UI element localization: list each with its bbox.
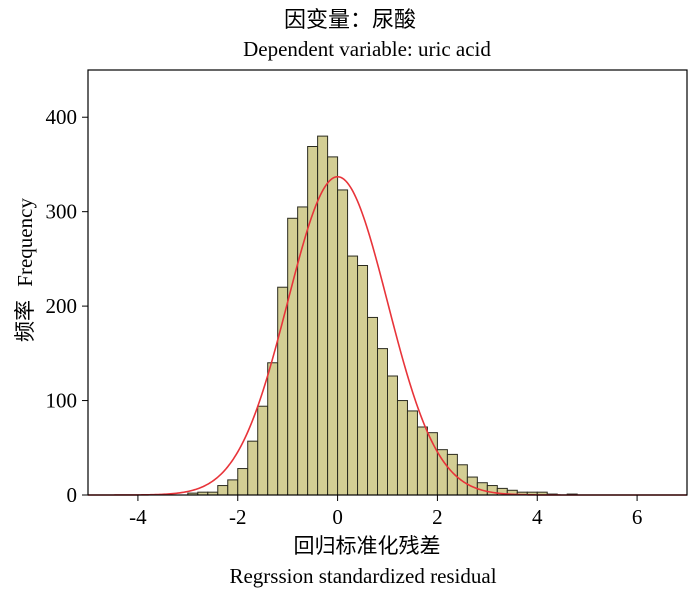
histogram-bar [367, 316, 379, 496]
histogram-bar [406, 410, 418, 496]
histogram-bar [287, 217, 299, 496]
y-axis-label-cn: 频率 [13, 300, 37, 342]
histogram-bar [237, 468, 249, 496]
histogram-bar [396, 400, 408, 496]
y-tick-label: 0 [67, 483, 78, 507]
histogram-bar [446, 453, 458, 496]
x-tick-label: 2 [432, 505, 443, 529]
x-tick-label: 4 [532, 505, 543, 529]
x-axis-label-cn: 回归标准化残差 [294, 534, 441, 558]
histogram-bar [357, 265, 369, 496]
histogram-bar [327, 156, 339, 496]
histogram-bar [297, 206, 309, 496]
histogram-bar [416, 426, 428, 496]
y-axis-label-en: Frequency [13, 198, 37, 287]
histogram-bar [387, 375, 398, 496]
y-tick-label: 100 [46, 389, 78, 413]
y-tick-label: 400 [46, 105, 78, 129]
histogram-bar [377, 348, 388, 496]
chart-subtitle: Dependent variable: uric acid [243, 37, 491, 61]
x-tick-label: 6 [632, 505, 643, 529]
histogram-bar [267, 362, 279, 496]
y-tick-label: 200 [46, 294, 78, 318]
histogram-bar [436, 449, 448, 496]
histogram-bar [347, 255, 359, 496]
histogram-bar [337, 189, 349, 496]
plot-area: 0 100 200 300 400 -4 -2 0 2 4 6 [46, 69, 688, 529]
histogram-bar [217, 485, 229, 496]
x-tick-label: -2 [229, 505, 247, 529]
x-tick-label: 0 [332, 505, 343, 529]
x-tick-label: -4 [129, 505, 147, 529]
histogram-bar [307, 146, 319, 496]
histogram-bar [247, 440, 259, 496]
histogram-bar [227, 479, 239, 496]
y-tick-label: 300 [46, 200, 78, 224]
x-axis-label: Regrssion standardized residual [229, 564, 496, 588]
chart-title: 因变量：尿酸 [284, 7, 416, 32]
histogram-bar [456, 464, 468, 496]
histogram-bar [257, 405, 269, 496]
y-axis-label: 频率 Frequency [13, 198, 37, 342]
plot-frame [87, 69, 688, 496]
